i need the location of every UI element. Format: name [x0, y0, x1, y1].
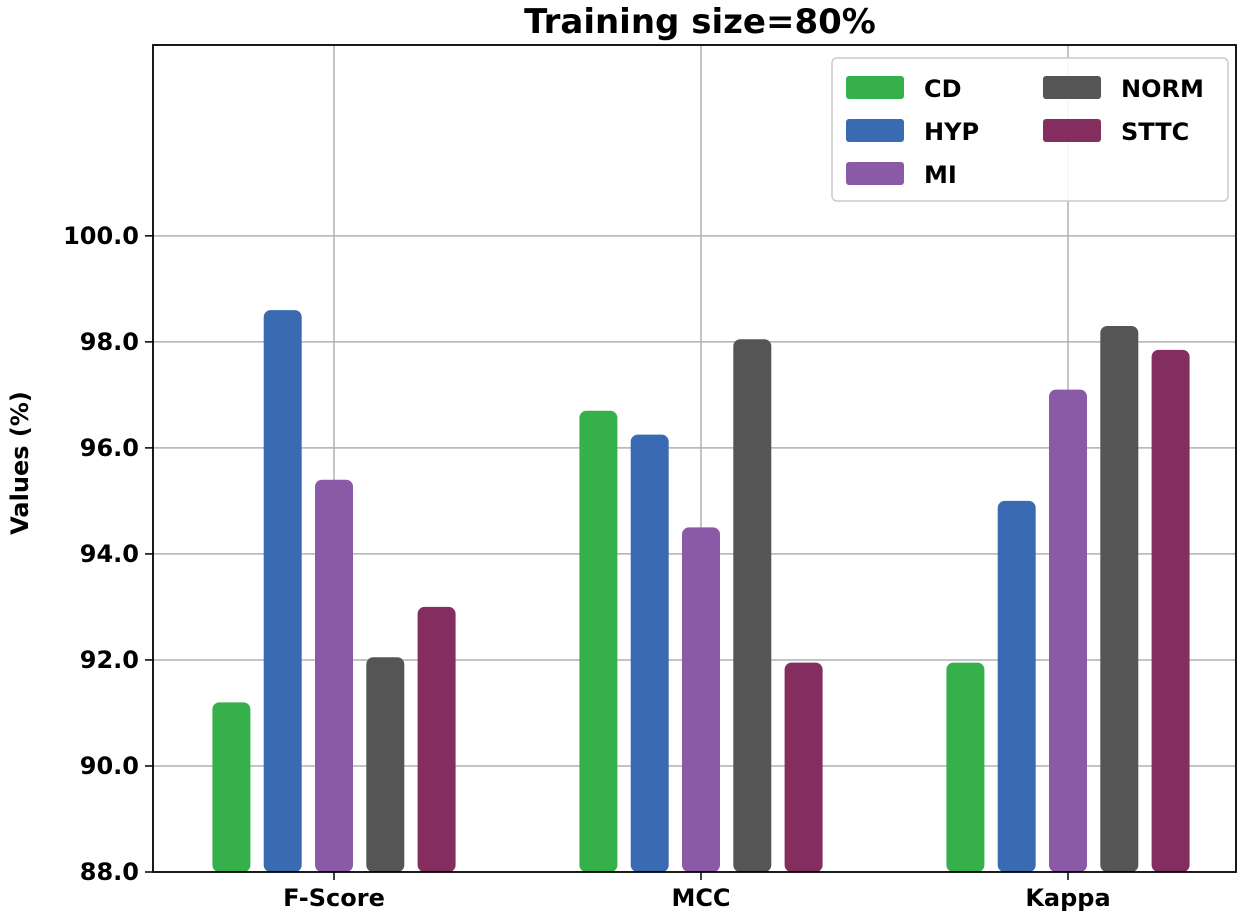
plot-frame [152, 44, 1237, 873]
y-tick-label: 88.0 [80, 858, 139, 886]
chart-title: Training size=80% [524, 2, 876, 42]
y-tick-label: 92.0 [80, 646, 139, 674]
legend-label-norm: NORM [1121, 75, 1204, 103]
legend: CD HYP MI NORM STTC [831, 57, 1229, 202]
bar-cd-mcc [579, 410, 618, 872]
legend-swatch-cd [846, 76, 904, 99]
y-tick-label: 94.0 [80, 540, 139, 568]
bar-sttc-mcc [784, 662, 823, 872]
bar-norm-mcc [733, 339, 772, 872]
bar-hyp-f-score [263, 310, 302, 873]
legend-swatch-sttc [1043, 119, 1101, 142]
x-tick-label: Kappa [1025, 884, 1110, 912]
bar-norm-f-score [366, 657, 405, 872]
bar-mi-f-score [315, 479, 353, 872]
bar-mi-mcc [682, 527, 720, 872]
bar-cd-kappa [946, 662, 985, 872]
bars [212, 310, 1190, 873]
y-axis-label: Values (%) [6, 391, 34, 535]
legend-box [831, 57, 1229, 202]
y-tick-label: 96.0 [80, 434, 139, 462]
legend-swatch-hyp [846, 119, 904, 142]
y-tick-label: 100.0 [63, 222, 139, 250]
legend-label-mi: MI [924, 161, 957, 189]
bar-hyp-mcc [630, 434, 669, 872]
legend-swatch-norm [1043, 76, 1101, 99]
legend-label-cd: CD [924, 75, 962, 103]
bar-mi-kappa [1049, 389, 1087, 872]
bar-hyp-kappa [997, 500, 1036, 872]
legend-label-hyp: HYP [924, 118, 979, 146]
bar-cd-f-score [212, 702, 251, 872]
legend-label-sttc: STTC [1121, 118, 1189, 146]
legend-swatch-mi [846, 162, 904, 185]
y-tick-label: 90.0 [80, 752, 139, 780]
x-tick-label: MCC [671, 884, 730, 912]
bar-sttc-kappa [1151, 349, 1190, 872]
y-tick-label: 98.0 [80, 328, 139, 356]
bar-norm-kappa [1100, 325, 1139, 872]
axes: 88.0 90.0 92.0 94.0 96.0 98.0 100.0 F-Score MCC K… [63, 44, 1237, 912]
bar-sttc-f-score [417, 606, 456, 872]
x-tick-label: F-Score [283, 884, 385, 912]
